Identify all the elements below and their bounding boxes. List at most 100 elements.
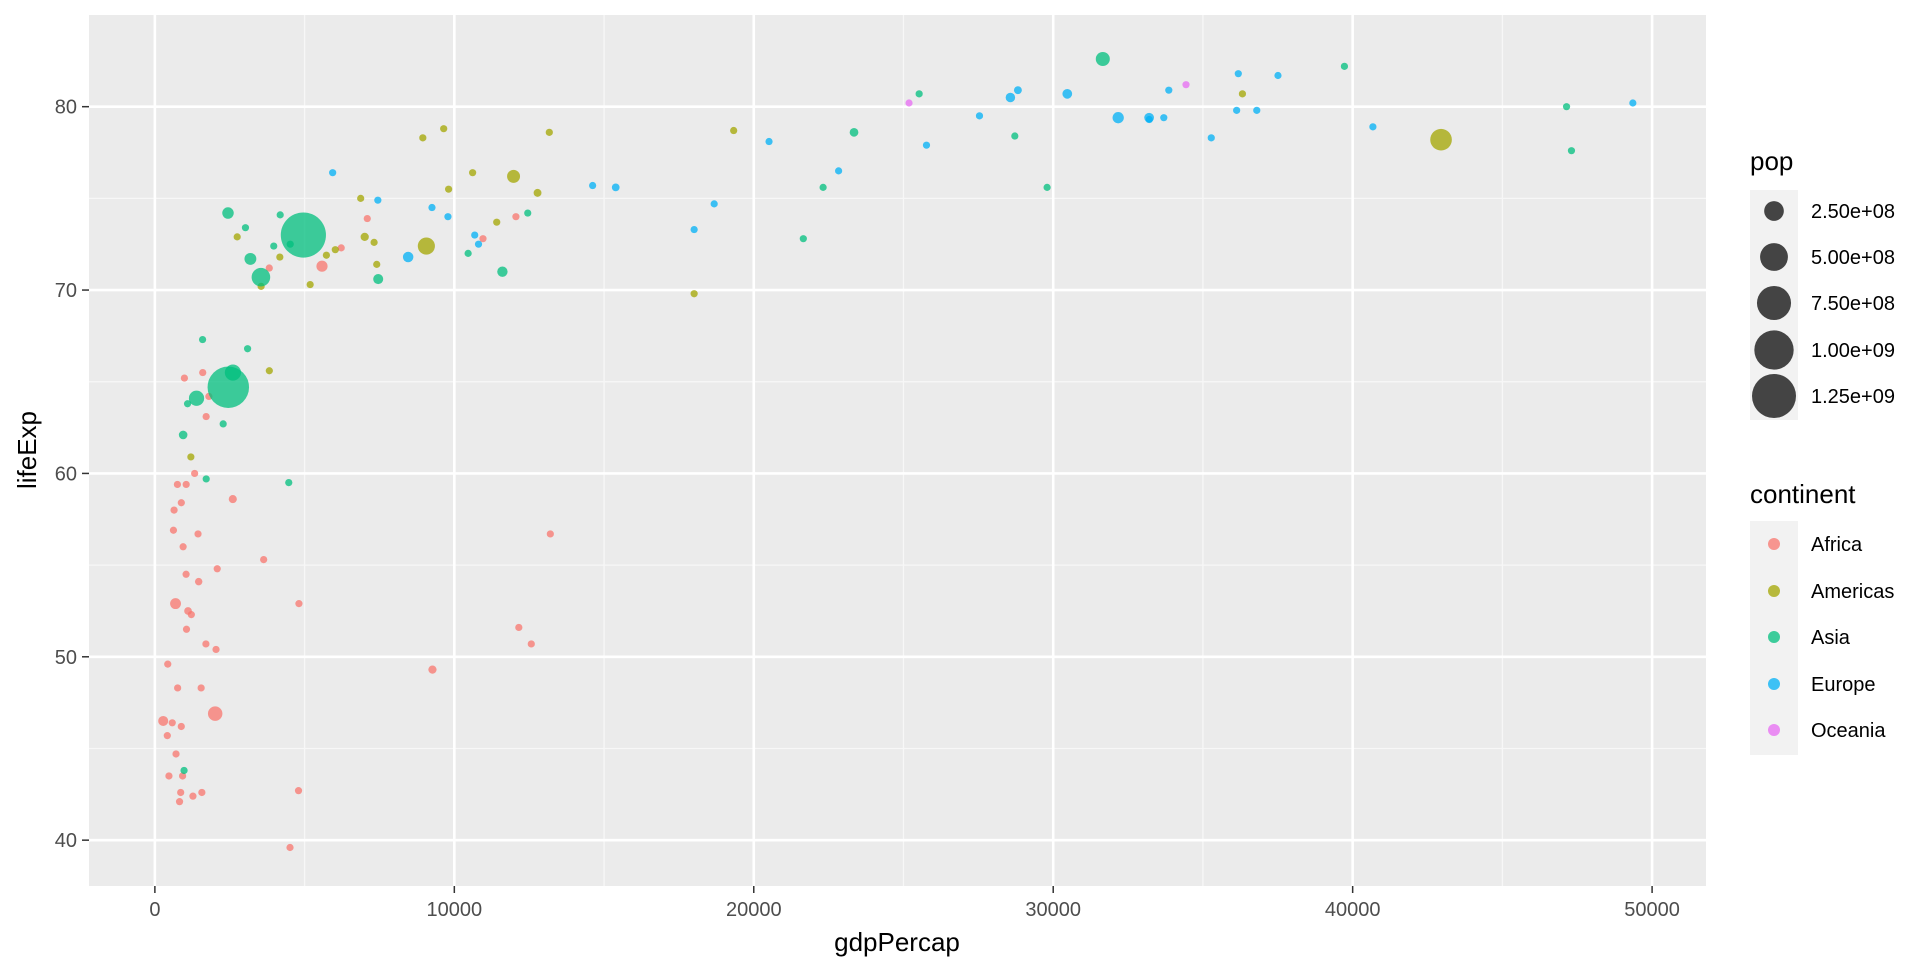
data-point [228, 495, 237, 504]
data-point [524, 209, 532, 217]
data-point [527, 640, 535, 648]
data-point [199, 368, 207, 377]
data-point [207, 706, 223, 721]
data-point [730, 126, 738, 135]
size-legend-key [1752, 374, 1796, 418]
data-point [515, 623, 523, 632]
y-axis-title: lifeExp [12, 411, 42, 489]
x-tick-label: 40000 [1325, 899, 1381, 921]
data-point [163, 732, 171, 740]
data-point [316, 260, 328, 272]
size-legend-key [1760, 243, 1788, 271]
data-point [175, 798, 184, 806]
data-point [276, 211, 284, 219]
data-point [177, 788, 185, 797]
data-point [243, 345, 252, 353]
data-point [158, 715, 169, 726]
data-point [337, 244, 345, 252]
data-point [280, 212, 326, 258]
data-point [164, 660, 172, 668]
data-point [975, 112, 984, 120]
size-legend-key [1764, 201, 1784, 221]
data-point [507, 169, 521, 183]
data-point [224, 364, 242, 381]
data-point [589, 181, 597, 190]
data-point [295, 600, 303, 608]
data-point [546, 530, 554, 538]
size-legend-key [1754, 330, 1794, 370]
data-point [1567, 147, 1576, 155]
data-point [233, 233, 241, 241]
color-legend-label: Africa [1811, 534, 1863, 556]
data-point [428, 203, 436, 212]
data-point [611, 183, 620, 192]
data-point [765, 137, 773, 146]
data-point [173, 480, 182, 489]
data-point [1207, 134, 1215, 142]
data-point [270, 242, 278, 250]
data-point [172, 750, 180, 758]
color-legend-key [1768, 724, 1780, 736]
size-legend-label: 1.25e+09 [1811, 386, 1895, 408]
data-point [184, 607, 192, 615]
data-point [1005, 92, 1016, 103]
data-point [183, 400, 192, 408]
data-point [370, 238, 378, 246]
data-point [180, 374, 189, 382]
data-point [915, 90, 923, 98]
y-tick-label: 40 [55, 830, 77, 852]
data-point [1234, 70, 1242, 78]
data-point [690, 225, 698, 234]
data-point [213, 565, 221, 573]
x-axis-ticks: 0 10000 20000 30000 40000 50000 [149, 886, 1680, 921]
data-point [1369, 123, 1377, 131]
data-point [1233, 106, 1241, 114]
data-point [198, 788, 206, 797]
data-point [445, 185, 453, 193]
series-americas [187, 90, 1452, 461]
data-point [197, 684, 205, 692]
data-point [1238, 90, 1247, 98]
data-point [177, 722, 185, 731]
data-point [1043, 183, 1051, 191]
data-point [922, 141, 931, 149]
data-point [690, 290, 698, 298]
data-point [360, 232, 369, 242]
color-legend-key [1768, 538, 1780, 550]
data-point [286, 240, 294, 248]
data-point [178, 430, 188, 440]
data-point [329, 169, 337, 177]
size-legend: pop 2.50e+08 5.00e+08 7.50e+08 1.00e+09 1.25… [1750, 146, 1895, 420]
size-legend-label: 5.00e+08 [1811, 247, 1895, 269]
data-point [373, 260, 381, 268]
data-point [194, 577, 203, 586]
data-point [1013, 86, 1022, 95]
data-point [180, 766, 188, 775]
size-legend-items: 2.50e+08 5.00e+08 7.50e+08 1.00e+09 1.25e+09 [1752, 201, 1895, 418]
y-tick-label: 80 [55, 97, 77, 119]
series-oceania [905, 81, 1190, 107]
data-point [1274, 71, 1282, 80]
series-europe [329, 70, 1637, 263]
data-point [402, 251, 414, 263]
data-point [170, 506, 178, 514]
color-legend-title: continent [1750, 479, 1856, 509]
data-point [179, 543, 187, 551]
series-asia [178, 51, 1576, 775]
data-point [419, 134, 427, 142]
data-point [493, 218, 501, 226]
data-point [357, 194, 365, 202]
data-point [169, 526, 178, 534]
data-point [198, 335, 207, 344]
data-point [251, 267, 271, 287]
data-point [177, 499, 185, 507]
data-point [440, 125, 448, 133]
data-point [479, 235, 487, 243]
x-tick-label: 20000 [726, 899, 782, 921]
data-point [799, 235, 807, 243]
data-point [219, 420, 227, 428]
data-point [1144, 112, 1154, 123]
data-point [322, 251, 330, 259]
data-point [188, 390, 205, 406]
